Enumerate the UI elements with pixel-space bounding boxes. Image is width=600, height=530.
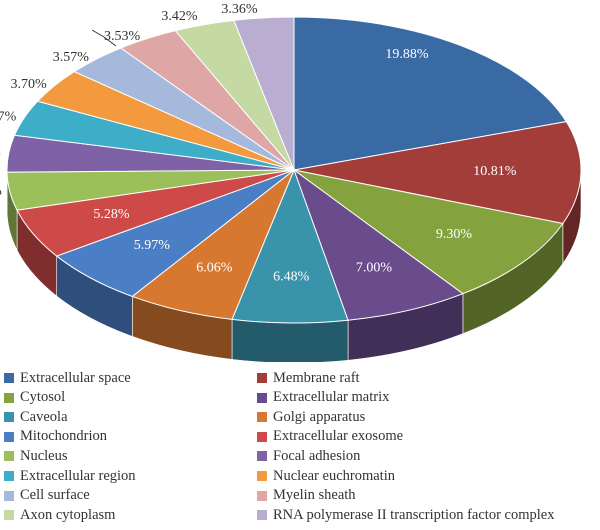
legend-swatch <box>4 510 14 521</box>
slice-2 <box>293 169 564 295</box>
slice-15 <box>233 16 295 171</box>
legend-label: Golgi apparatus <box>273 408 366 425</box>
legend-item: Cytosol <box>4 388 65 408</box>
legend-item: Membrane raft <box>257 368 360 388</box>
legend-label: Nucleus <box>20 447 68 464</box>
legend-label: Mitochondrion <box>20 428 107 445</box>
slice-label-13: 3.53% <box>104 29 141 44</box>
legend-item: Nuclear euchromatin <box>257 466 395 486</box>
legend-label: RNA polymerase II transcription factor c… <box>273 506 555 523</box>
slice-label-8: 4.00% <box>0 184 2 199</box>
legend-item: Myelin sheath <box>257 486 356 506</box>
legend-label: Myelin sheath <box>273 487 356 504</box>
legend-label: Extracellular space <box>20 369 131 386</box>
legend-swatch <box>257 392 267 403</box>
slice-side-4 <box>231 319 349 362</box>
slice-label-3: 7.00% <box>356 260 393 275</box>
legend-label: Cytosol <box>20 389 66 406</box>
legend-swatch <box>257 471 267 481</box>
slice-labels: 19.88% 10.81% 9.30% 7.00% 6.48% 6.06% 5.97% 5.2… <box>0 2 517 284</box>
slice-label-14: 3.42% <box>161 9 198 24</box>
legend-item: Mitochondrion <box>4 427 107 447</box>
legend-item: Nucleus <box>4 446 68 466</box>
slice-label-12: 3.57% <box>53 50 90 65</box>
legend-swatch <box>4 431 14 442</box>
legend-label: Extracellular matrix <box>273 389 390 406</box>
legend-swatch <box>257 431 267 442</box>
legend-item: Cell surface <box>4 486 90 506</box>
legend-swatch <box>4 471 14 481</box>
legend-label: Axon cytoplasm <box>20 506 116 523</box>
slice-label-11: 3.70% <box>10 77 47 92</box>
legend-item: RNA polymerase II transcription factor c… <box>257 505 554 525</box>
legend-item: Axon cytoplasm <box>4 505 115 525</box>
legend-swatch <box>4 392 14 403</box>
slice-label-2: 9.30% <box>436 227 473 242</box>
slice-label-4: 6.48% <box>273 269 310 284</box>
leader-lines <box>91 29 117 47</box>
legend-item: Extracellular matrix <box>257 388 389 408</box>
slice-label-10: 3.77% <box>0 109 17 124</box>
legend-item: Extracellular space <box>4 368 131 388</box>
legend-item: Caveola <box>4 407 68 427</box>
legend-swatch <box>4 490 14 501</box>
legend-swatch <box>257 510 267 521</box>
legend-swatch <box>4 451 14 462</box>
slice-1 <box>293 121 582 225</box>
legend-label: Cell surface <box>20 487 90 504</box>
legend-label: Extracellular region <box>20 467 136 484</box>
slice-label-1: 10.81% <box>473 164 517 179</box>
legend-label: Caveola <box>20 408 68 425</box>
legend-swatch <box>257 373 267 383</box>
slice-label-9: 3.88% <box>0 146 1 161</box>
legend-item: Extracellular region <box>4 466 136 486</box>
legend: Extracellular space Membrane raft Cytosol E… <box>0 368 600 528</box>
slice-label-5: 6.06% <box>196 261 233 276</box>
legend-swatch <box>4 373 14 383</box>
slice-label-6: 5.97% <box>134 238 171 253</box>
slice-label-7: 5.28% <box>93 207 130 222</box>
slice-0 <box>293 16 568 171</box>
legend-swatch <box>257 490 267 501</box>
slice-4 <box>231 168 349 324</box>
leader-line <box>91 29 117 47</box>
legend-label: Extracellular exosome <box>273 428 404 445</box>
legend-label: Membrane raft <box>273 369 360 386</box>
legend-swatch <box>257 451 267 462</box>
slice-label-0: 19.88% <box>385 47 429 62</box>
pie-slices <box>6 16 582 324</box>
slice-3 <box>292 168 464 321</box>
pie-chart: 19.88% 10.81% 9.30% 7.00% 6.48% 6.06% 5.97% 5.2… <box>0 2 582 362</box>
slice-label-15: 3.36% <box>221 2 258 17</box>
legend-swatch <box>4 412 14 423</box>
legend-label: Focal adhesion <box>273 447 361 464</box>
legend-label: Nuclear euchromatin <box>273 467 395 484</box>
legend-item: Extracellular exosome <box>257 427 403 447</box>
legend-item: Focal adhesion <box>257 446 360 466</box>
legend-item: Golgi apparatus <box>257 407 365 427</box>
legend-swatch <box>257 412 267 423</box>
